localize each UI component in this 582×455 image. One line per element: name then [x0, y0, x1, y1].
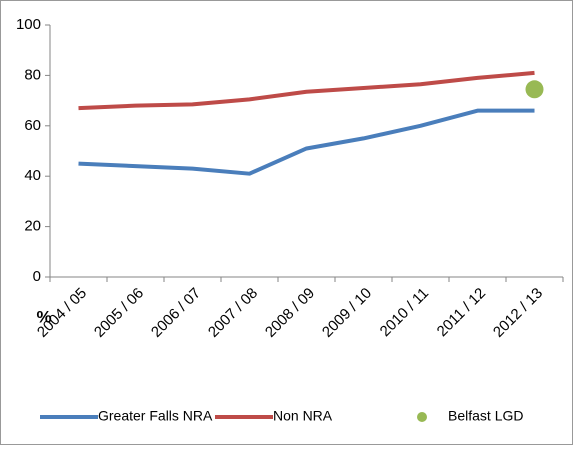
legend-label: Belfast LGD — [448, 408, 523, 424]
y-tick-label: 40 — [24, 167, 41, 184]
y-tick-label: 80 — [24, 66, 41, 83]
legend-label: Non NRA — [273, 408, 333, 424]
y-tick-label: 60 — [24, 117, 41, 134]
chart-border — [0, 0, 573, 445]
y-tick-label: 20 — [24, 218, 41, 235]
point-marker — [525, 80, 544, 99]
y-axis-label: % — [36, 307, 51, 326]
y-tick-label: 0 — [33, 268, 41, 285]
legend-swatch — [417, 412, 427, 422]
line-series — [78, 70, 535, 111]
line-series — [78, 108, 535, 176]
y-tick-label: 100 — [16, 16, 41, 33]
legend-label: Greater Falls NRA — [98, 408, 213, 424]
